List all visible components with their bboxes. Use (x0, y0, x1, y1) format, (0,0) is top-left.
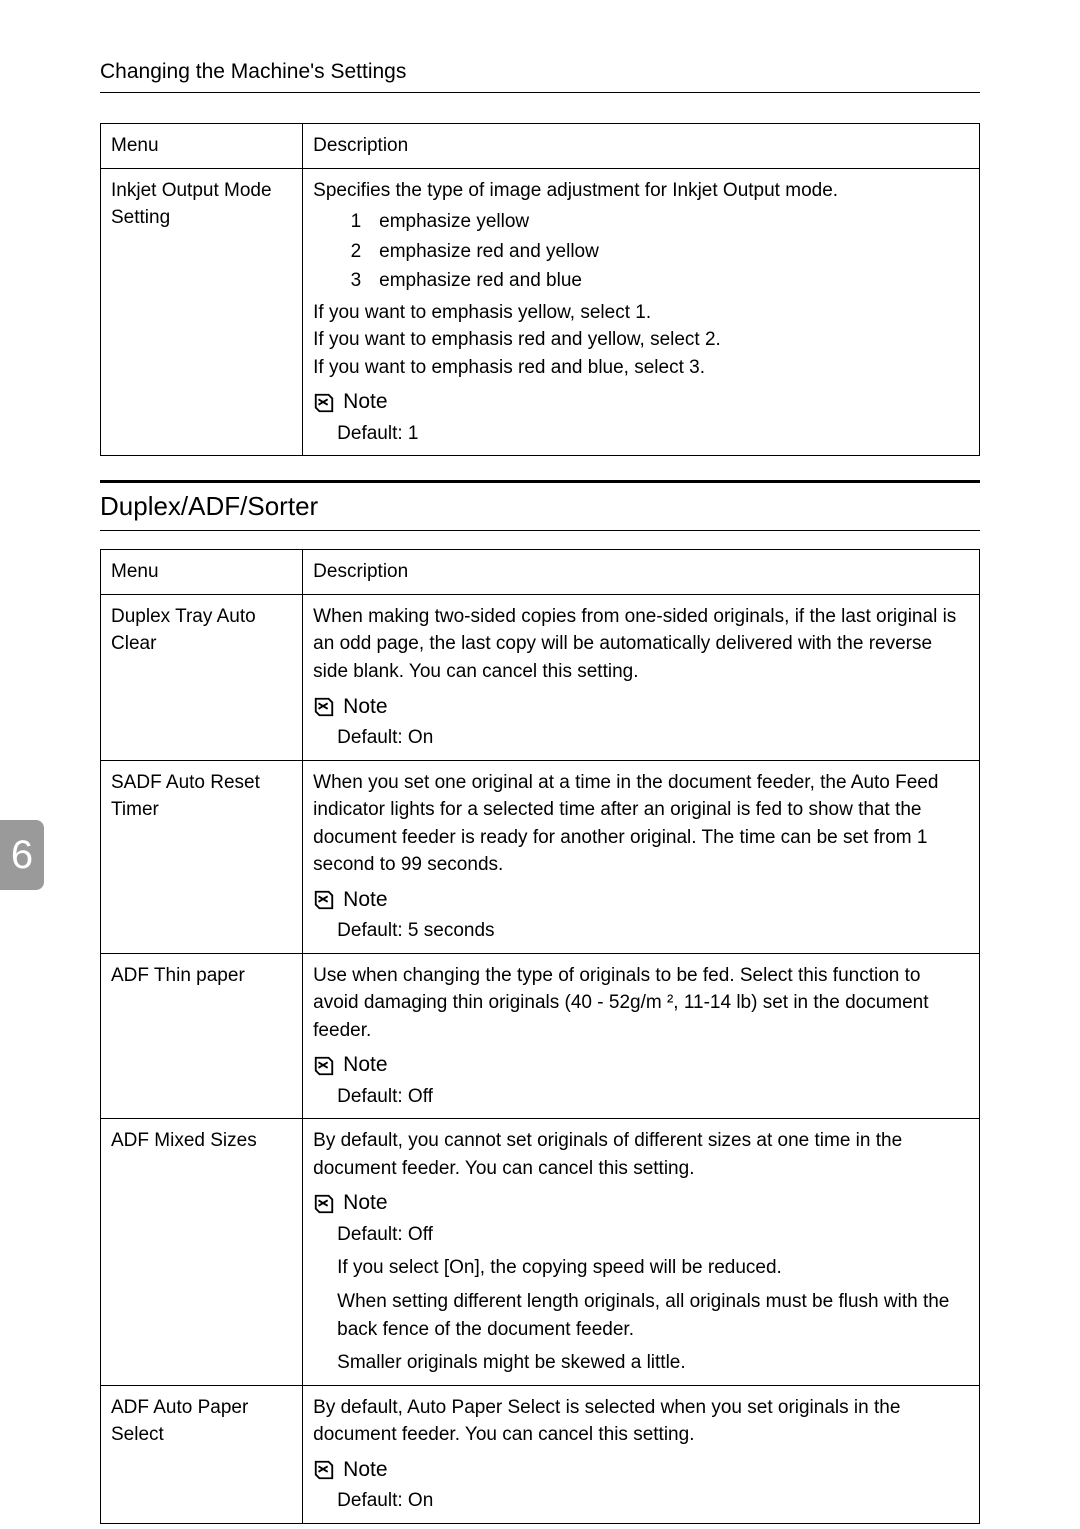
col-header-description: Description (303, 550, 980, 595)
option-label: emphasize yellow (379, 208, 529, 236)
running-header: Changing the Machine's Settings (100, 60, 980, 84)
description-cell: When making two-sided copies from one-si… (303, 594, 980, 760)
options-list: 1 emphasize yellow 2 emphasize red and y… (343, 208, 969, 295)
option-label: emphasize red and blue (379, 267, 582, 295)
duplex-table: Menu Description Duplex Tray Auto Clear … (100, 549, 980, 1523)
menu-cell: SADF Auto Reset Timer (101, 760, 303, 953)
desc-extra: When setting different length originals,… (337, 1288, 969, 1343)
header-underline (100, 92, 980, 93)
menu-cell: ADF Auto Paper Select (101, 1385, 303, 1523)
note-label: Note (343, 1188, 387, 1218)
default-value: Default: Off (337, 1083, 969, 1111)
desc-body: When making two-sided copies from one-si… (313, 603, 969, 686)
list-item: 3 emphasize red and blue (343, 267, 969, 295)
chapter-tab: 6 (0, 820, 44, 890)
desc-body: Use when changing the type of originals … (313, 962, 969, 1045)
note-icon (313, 696, 335, 718)
option-number: 1 (343, 208, 361, 236)
inkjet-table: Menu Description Inkjet Output Mode Sett… (100, 123, 980, 456)
table-row: ADF Auto Paper Select By default, Auto P… (101, 1385, 980, 1523)
default-value: Default: On (337, 1487, 969, 1515)
note-row: Note (313, 1050, 969, 1080)
table-row: Inkjet Output Mode Setting Specifies the… (101, 168, 980, 456)
description-cell: When you set one original at a time in t… (303, 760, 980, 953)
note-row: Note (313, 1455, 969, 1485)
desc-extra: Smaller originals might be skewed a litt… (337, 1349, 969, 1377)
note-row: Note (313, 692, 969, 722)
menu-cell: ADF Thin paper (101, 953, 303, 1119)
note-label: Note (343, 1050, 387, 1080)
note-icon (313, 889, 335, 911)
col-header-menu: Menu (101, 124, 303, 169)
note-label: Note (343, 1455, 387, 1485)
default-value: Default: On (337, 724, 969, 752)
note-icon (313, 392, 335, 414)
list-item: 1 emphasize yellow (343, 208, 969, 236)
menu-cell: ADF Mixed Sizes (101, 1119, 303, 1385)
desc-line: If you want to emphasis red and yellow, … (313, 326, 969, 354)
menu-cell: Inkjet Output Mode Setting (101, 168, 303, 456)
table-row: Duplex Tray Auto Clear When making two-s… (101, 594, 980, 760)
desc-body: By default, Auto Paper Select is selecte… (313, 1394, 969, 1449)
col-header-description: Description (303, 124, 980, 169)
default-value: Default: Off (337, 1221, 969, 1249)
note-row: Note (313, 1188, 969, 1218)
section-heading-block: Duplex/ADF/Sorter (100, 480, 980, 531)
default-value: Default: 5 seconds (337, 917, 969, 945)
option-label: emphasize red and yellow (379, 238, 599, 266)
description-cell: Specifies the type of image adjustment f… (303, 168, 980, 456)
table-header-row: Menu Description (101, 124, 980, 169)
col-header-menu: Menu (101, 550, 303, 595)
description-cell: By default, you cannot set originals of … (303, 1119, 980, 1385)
desc-intro: Specifies the type of image adjustment f… (313, 177, 969, 205)
desc-body: When you set one original at a time in t… (313, 769, 969, 879)
table-row: ADF Mixed Sizes By default, you cannot s… (101, 1119, 980, 1385)
list-item: 2 emphasize red and yellow (343, 238, 969, 266)
option-number: 2 (343, 238, 361, 266)
note-row: Note (313, 387, 969, 417)
description-cell: By default, Auto Paper Select is selecte… (303, 1385, 980, 1523)
option-number: 3 (343, 267, 361, 295)
desc-extra: If you select [On], the copying speed wi… (337, 1254, 969, 1282)
table-header-row: Menu Description (101, 550, 980, 595)
desc-line: If you want to emphasis yellow, select 1… (313, 299, 969, 327)
section-heading: Duplex/ADF/Sorter (100, 483, 980, 530)
rule-thin (100, 530, 980, 531)
default-value: Default: 1 (337, 420, 969, 448)
desc-line: If you want to emphasis red and blue, se… (313, 354, 969, 382)
description-cell: Use when changing the type of originals … (303, 953, 980, 1119)
note-icon (313, 1055, 335, 1077)
note-label: Note (343, 885, 387, 915)
table-row: ADF Thin paper Use when changing the typ… (101, 953, 980, 1119)
note-icon (313, 1193, 335, 1215)
desc-body: By default, you cannot set originals of … (313, 1127, 969, 1182)
note-label: Note (343, 387, 387, 417)
note-icon (313, 1459, 335, 1481)
table-row: SADF Auto Reset Timer When you set one o… (101, 760, 980, 953)
note-row: Note (313, 885, 969, 915)
menu-cell: Duplex Tray Auto Clear (101, 594, 303, 760)
note-label: Note (343, 692, 387, 722)
